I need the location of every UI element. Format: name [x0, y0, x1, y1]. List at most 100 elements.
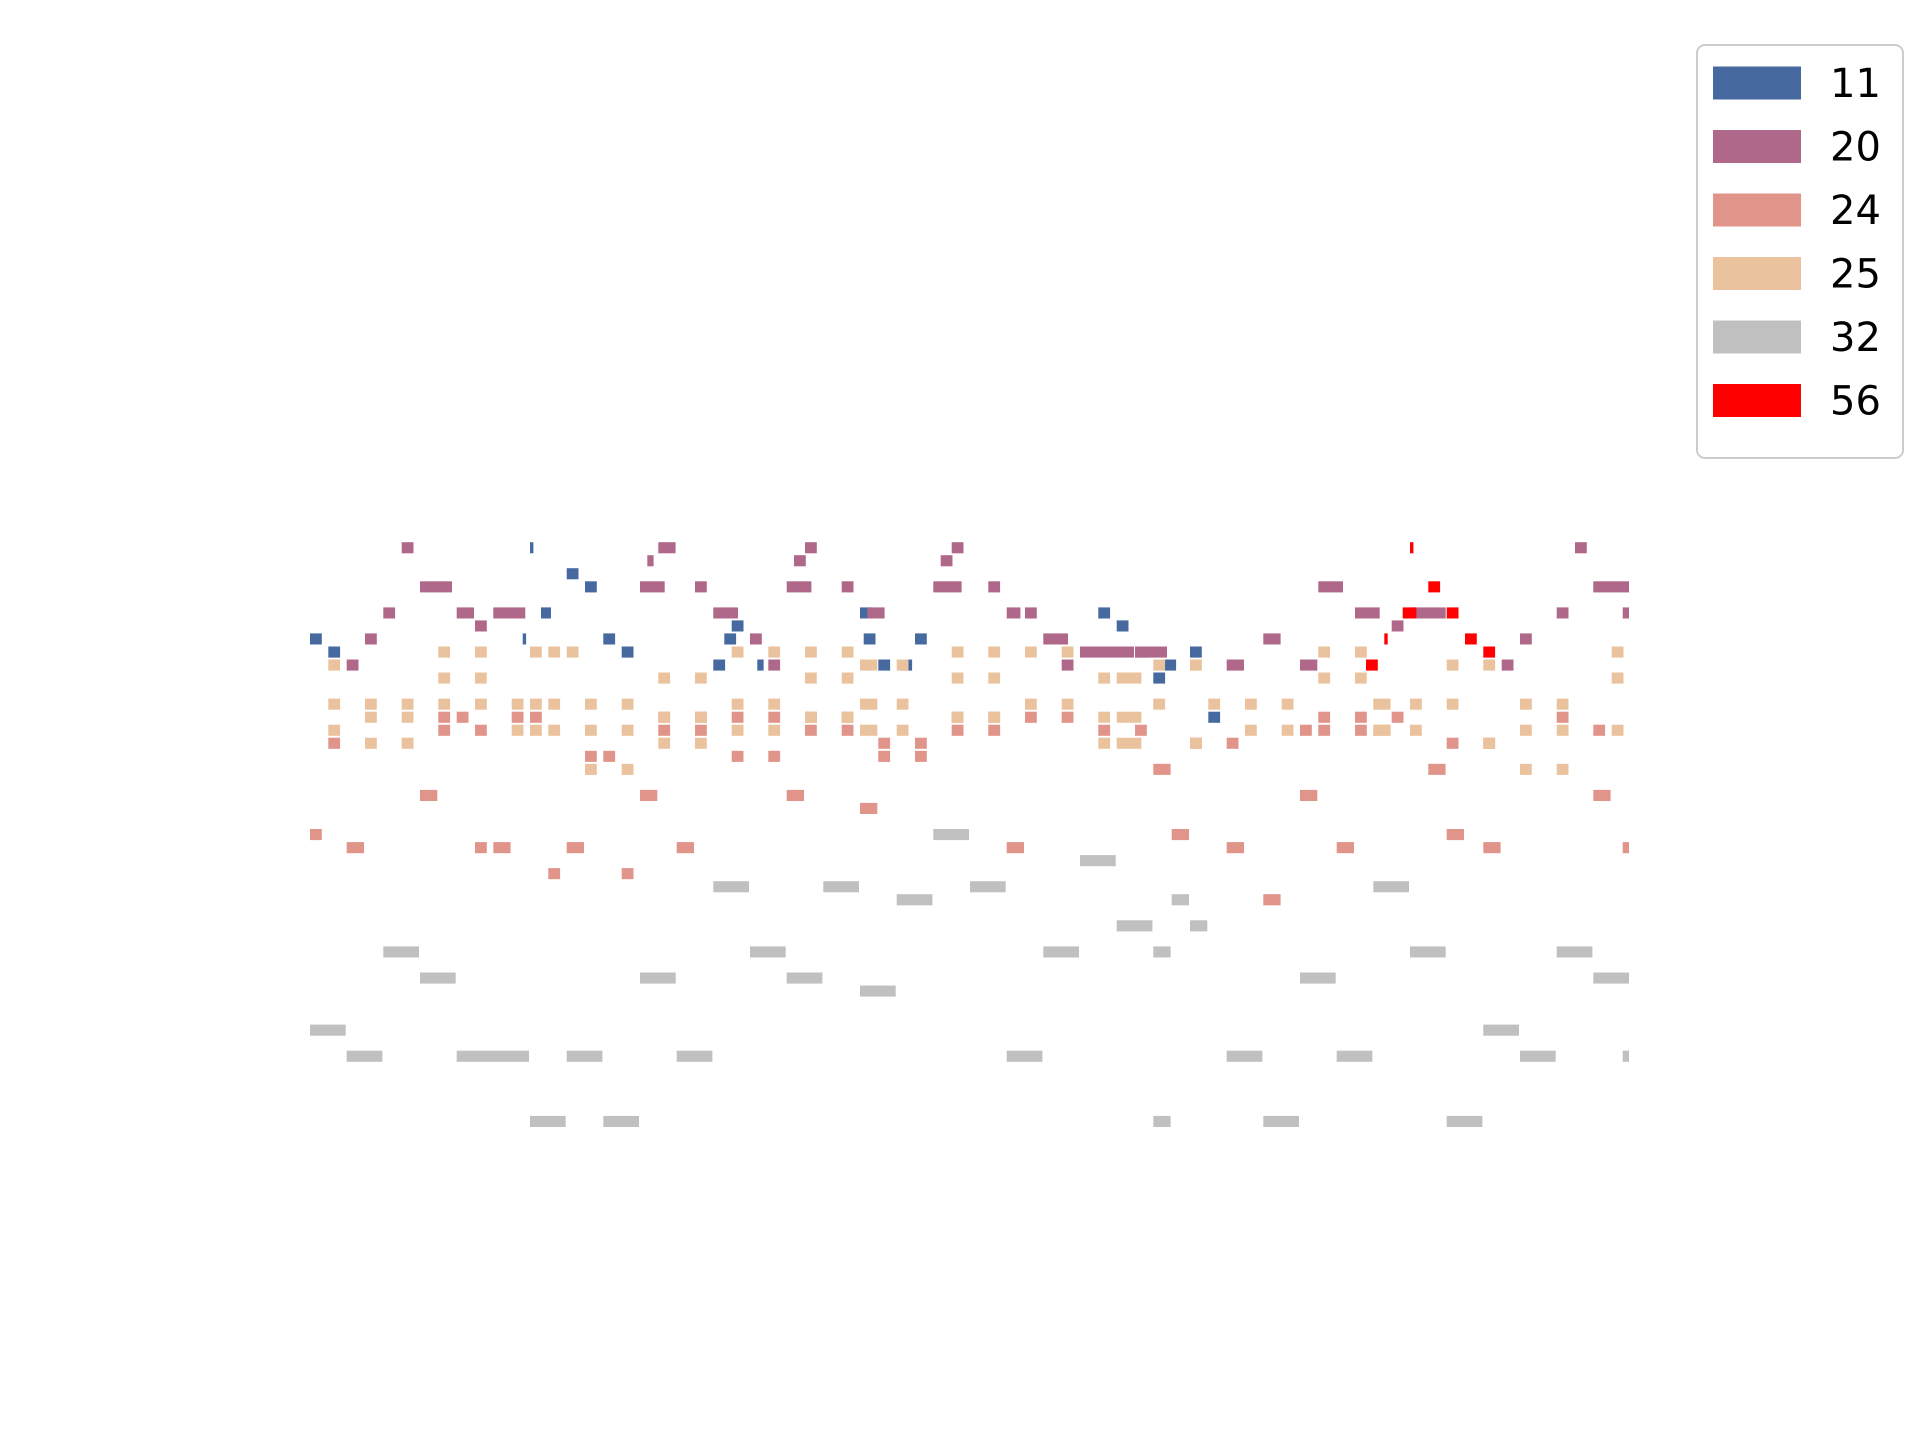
note-24-54	[1355, 711, 1367, 723]
note-24-57	[1355, 724, 1367, 736]
note-25-2	[328, 724, 341, 736]
note-24-0	[310, 829, 322, 841]
note-24-42	[988, 724, 1001, 736]
note-25-100	[1611, 724, 1624, 736]
note-25-95	[1556, 724, 1569, 736]
note-20-11	[695, 581, 707, 593]
note-25-10	[475, 646, 487, 658]
note-24-56	[1318, 724, 1331, 736]
note-25-97	[1556, 763, 1569, 775]
note-32-11	[750, 946, 786, 958]
note-25-60	[1025, 646, 1037, 658]
note-25-91	[1483, 737, 1496, 749]
note-24-3	[420, 789, 438, 801]
note-25-40	[731, 724, 744, 736]
note-20-37	[1575, 542, 1587, 554]
note-20-26	[1043, 633, 1068, 645]
note-20-12	[713, 607, 738, 619]
note-20-29	[1135, 646, 1167, 658]
note-25-72	[1153, 698, 1166, 710]
note-25-71	[1190, 659, 1202, 671]
note-56-1	[1428, 581, 1441, 593]
note-25-15	[511, 698, 524, 710]
note-11-7	[603, 633, 616, 645]
plot-area	[310, 542, 1629, 1127]
note-25-63	[1061, 698, 1074, 710]
note-20-21	[940, 555, 953, 567]
note-25-73	[1190, 737, 1202, 749]
note-20-22	[933, 581, 962, 593]
note-25-77	[1281, 724, 1294, 736]
note-11-17	[915, 633, 927, 645]
note-24-21	[731, 711, 744, 723]
note-11-24	[1208, 711, 1221, 723]
note-25-25	[621, 698, 634, 710]
note-20-38	[1556, 607, 1569, 619]
note-24-49	[1226, 737, 1239, 749]
note-25-82	[1355, 672, 1367, 684]
note-25-1	[328, 698, 341, 710]
note-25-80	[1355, 646, 1367, 658]
note-20-27	[1061, 659, 1074, 671]
note-11-15	[878, 659, 891, 671]
note-11-12	[757, 659, 764, 671]
note-24-46	[1153, 763, 1171, 775]
note-20-33	[1318, 581, 1343, 593]
note-25-64	[1098, 672, 1111, 684]
note-24-65	[1593, 789, 1611, 801]
note-25-33	[695, 711, 707, 723]
note-32-2	[383, 946, 419, 958]
note-11-21	[1153, 672, 1166, 684]
note-32-12	[786, 972, 823, 984]
note-25-70	[1153, 659, 1166, 671]
note-24-27	[731, 750, 744, 762]
note-25-38	[731, 698, 744, 710]
note-24-13	[566, 842, 584, 854]
note-11-9	[713, 659, 726, 671]
note-20-18	[841, 581, 854, 593]
note-11-1	[328, 646, 341, 658]
note-25-88	[1446, 659, 1459, 671]
note-32-13	[823, 881, 859, 893]
legend-swatch-24	[1713, 193, 1801, 227]
note-24-34	[915, 737, 927, 749]
note-24-14	[585, 750, 597, 762]
note-25-8	[401, 737, 414, 749]
note-24-7	[493, 842, 511, 854]
note-25-35	[695, 737, 707, 749]
note-24-15	[603, 750, 616, 762]
legend-swatch-11	[1713, 66, 1801, 100]
series-25	[328, 646, 1624, 775]
note-24-63	[1483, 842, 1501, 854]
note-25-69	[1116, 737, 1142, 749]
note-11-11	[731, 620, 744, 632]
note-20-41	[1593, 581, 1629, 593]
note-25-5	[365, 711, 377, 723]
note-24-53	[1318, 711, 1331, 723]
note-25-4	[401, 698, 414, 710]
note-56-6	[1483, 646, 1496, 658]
note-24-67	[1622, 842, 1629, 854]
note-32-32	[1446, 1115, 1483, 1127]
note-25-47	[841, 711, 854, 723]
note-32-3	[420, 972, 456, 984]
note-32-4	[456, 1050, 529, 1062]
note-25-32	[658, 711, 671, 723]
note-24-62	[1446, 829, 1464, 841]
note-24-58	[1336, 842, 1354, 854]
note-25-66	[1098, 711, 1111, 723]
note-25-45	[841, 672, 854, 684]
note-25-68	[1098, 737, 1111, 749]
note-20-20	[951, 542, 964, 554]
note-25-85	[1373, 724, 1391, 736]
note-25-96	[1520, 763, 1532, 775]
note-24-22	[768, 711, 781, 723]
legend-label-24: 24	[1830, 188, 1881, 234]
note-25-36	[731, 646, 744, 658]
note-25-27	[621, 724, 634, 736]
note-25-24	[585, 698, 597, 710]
note-20-36	[1410, 607, 1446, 619]
note-24-11	[530, 711, 542, 723]
note-20-35	[1391, 620, 1404, 632]
note-25-75	[1245, 698, 1257, 710]
